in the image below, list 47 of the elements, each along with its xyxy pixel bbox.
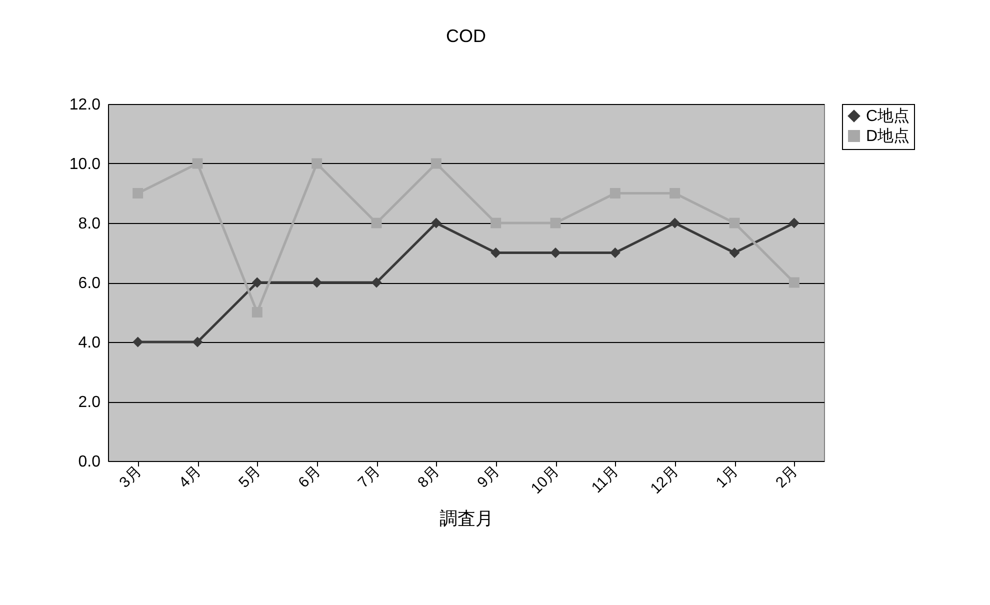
point xyxy=(670,218,680,228)
x-tick-label: 7月 xyxy=(354,462,384,492)
point xyxy=(610,188,620,198)
x-tick-label: 6月 xyxy=(295,462,324,492)
point xyxy=(550,248,561,258)
chart-title: COD xyxy=(446,26,486,46)
point xyxy=(670,188,680,198)
point xyxy=(430,218,442,228)
x-tick-label: 2月 xyxy=(772,462,802,492)
point xyxy=(192,158,203,169)
x-tick-label: 12月 xyxy=(647,462,682,498)
x-tick-label: 8月 xyxy=(414,462,444,492)
legend-label: C地点 xyxy=(866,107,910,125)
y-tick-label: 8.0 xyxy=(78,216,101,232)
y-tick-label: 6.0 xyxy=(78,275,101,292)
x-tick-label: 11月 xyxy=(588,462,622,496)
point xyxy=(550,218,561,228)
point xyxy=(788,277,800,288)
x-axis-title: 調査月 xyxy=(440,508,494,529)
x-tick-label: 10月 xyxy=(528,462,562,498)
y-tick-label: 10.0 xyxy=(69,156,101,173)
y-tick-label: 0.0 xyxy=(78,454,101,470)
point xyxy=(788,218,800,228)
legend-label: D地点 xyxy=(866,127,910,145)
point xyxy=(430,158,442,169)
point xyxy=(312,158,322,169)
x-tick-label: 1月 xyxy=(712,462,742,492)
point xyxy=(252,277,262,288)
point xyxy=(610,248,620,258)
point xyxy=(729,248,740,258)
y-tick-label: 4.0 xyxy=(78,334,101,352)
y-tick-label: 12.0 xyxy=(69,96,101,114)
x-tick-label: 4月 xyxy=(176,462,204,492)
point xyxy=(132,188,144,198)
point xyxy=(192,336,203,348)
point xyxy=(312,277,322,288)
point xyxy=(729,218,740,228)
x-tick-label: 5月 xyxy=(236,462,264,492)
point xyxy=(490,218,502,228)
y-tick-label: 2.0 xyxy=(78,394,101,411)
point xyxy=(252,307,262,318)
x-tick-label: 3月 xyxy=(116,462,145,492)
point xyxy=(132,336,144,348)
point xyxy=(490,248,502,258)
point xyxy=(371,218,382,228)
point xyxy=(371,277,382,288)
x-tick-label: 9月 xyxy=(474,462,503,492)
